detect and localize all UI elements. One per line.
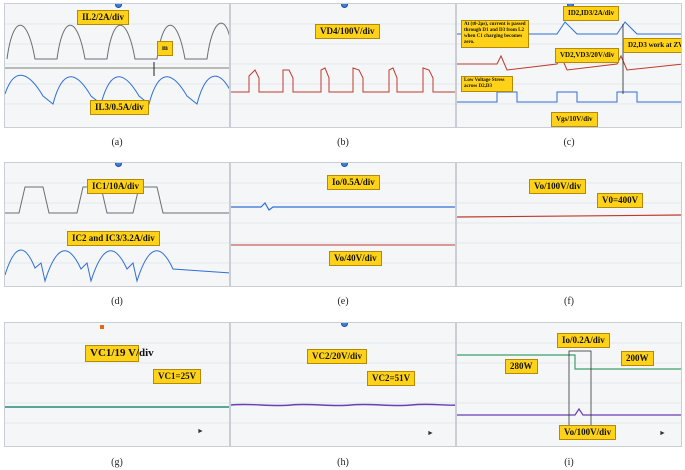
label-vgs: Vgs/10V/div [551,112,598,127]
waveform-plot-h [231,342,455,424]
caption-a: (a) [111,137,123,148]
trigger-marker [100,325,104,329]
pointer-icon: ► [427,429,434,437]
scope-panel-b: VD4/100V/div [230,3,456,128]
label-ic1: IC1/10A/div [87,179,145,194]
label-vo-100: Vo/100V/div [529,179,587,194]
grid [231,182,455,264]
waveform-vgs [457,91,681,103]
grid [5,182,229,264]
caption-f: (f) [564,296,574,307]
waveform-plot-g [5,342,229,424]
waveform-ic2-ic3 [5,249,229,283]
waveform-vc2 [231,403,455,407]
trigger-icon [341,4,348,8]
scope-panel-e: Io/0.5A/div Vo/40V/div [230,162,456,287]
scope-panel-a: IL2/2A/div IL3/0.5A/div m [4,3,230,128]
label-ic2-ic3: IC2 and IC3/3.2A/div [67,231,160,246]
label-il3: IL3/0.5A/div [90,100,149,115]
waveform-plot-f [457,182,681,264]
label-vd2-vd3: VD2,VD3/20V/div [555,48,620,63]
label-io: Io/0.5A/div [327,175,380,190]
trigger-icon [115,4,122,8]
grid [231,342,455,424]
label-vo-100-i: Vo/100V/div [559,425,617,440]
caption-g: (g) [111,457,123,468]
pointer-icon: ► [197,427,204,435]
waveform-vo-f [457,214,681,218]
label-vc2-51: VC2=51V [367,371,416,386]
caption-e: (e) [337,296,349,307]
scope-panel-g: VC1/19 V/div VC1=25V ► [4,322,230,447]
label-io-02: Io/0.2A/div [557,333,610,348]
grid [231,23,455,105]
scope-panel-d: IC1/10A/div IC2 and IC3/3.2A/div [4,162,230,287]
caption-h: (h) [337,457,349,468]
label-zvs: D2,D3 work at ZVS [623,38,681,53]
label-m: m [157,41,173,56]
label-low-voltage: Low Voltage Stress across D2,D3 [461,76,513,92]
label-vo: Vo/40V/div [329,251,382,266]
label-vc1-div: VC1/19 V/div [85,345,154,362]
waveform-vd4 [231,67,455,93]
waveform-io [231,202,455,211]
caption-d: (d) [111,296,123,307]
waveform-plot-b [231,23,455,105]
trigger-icon [115,163,122,167]
waveform-vo-i [457,407,681,416]
label-id2-id3: ID2,ID3/2A/div [563,6,620,21]
scope-panel-c: ID2,ID3/2A/div At (t0-2μs), current is p… [456,3,682,128]
label-note-t0: At (t0-2μs), current is passed through D… [461,20,529,48]
label-280w: 280W [505,359,538,374]
trigger-icon [341,163,348,167]
caption-c: (c) [563,137,575,148]
waveform-io-step [457,354,681,370]
label-vd4: VD4/100V/div [315,24,380,39]
waveform-il2 [6,22,229,60]
scope-panel-h: VC2/20V/div VC2=51V ► [230,322,456,447]
waveform-il3 [5,74,229,105]
label-v0-400: V0=400V [597,193,644,208]
caption-b: (b) [337,137,349,148]
grid [5,23,229,105]
grid [457,182,681,264]
waveform-plot-e [231,182,455,264]
scope-panel-i: Io/0.2A/div 280W 200W Vo/100V/div ► [456,322,682,447]
pointer-icon: ► [659,429,666,437]
transition-box [568,350,592,428]
label-il2: IL2/2A/div [77,10,130,25]
label-vc2-div: VC2/20V/div [307,349,368,364]
label-200w: 200W [621,351,654,366]
scope-panel-f: Vo/100V/div V0=400V [456,162,682,287]
trigger-icon [341,323,348,327]
label-vc1-25: VC1=25V [153,369,202,384]
caption-i: (i) [564,457,574,468]
